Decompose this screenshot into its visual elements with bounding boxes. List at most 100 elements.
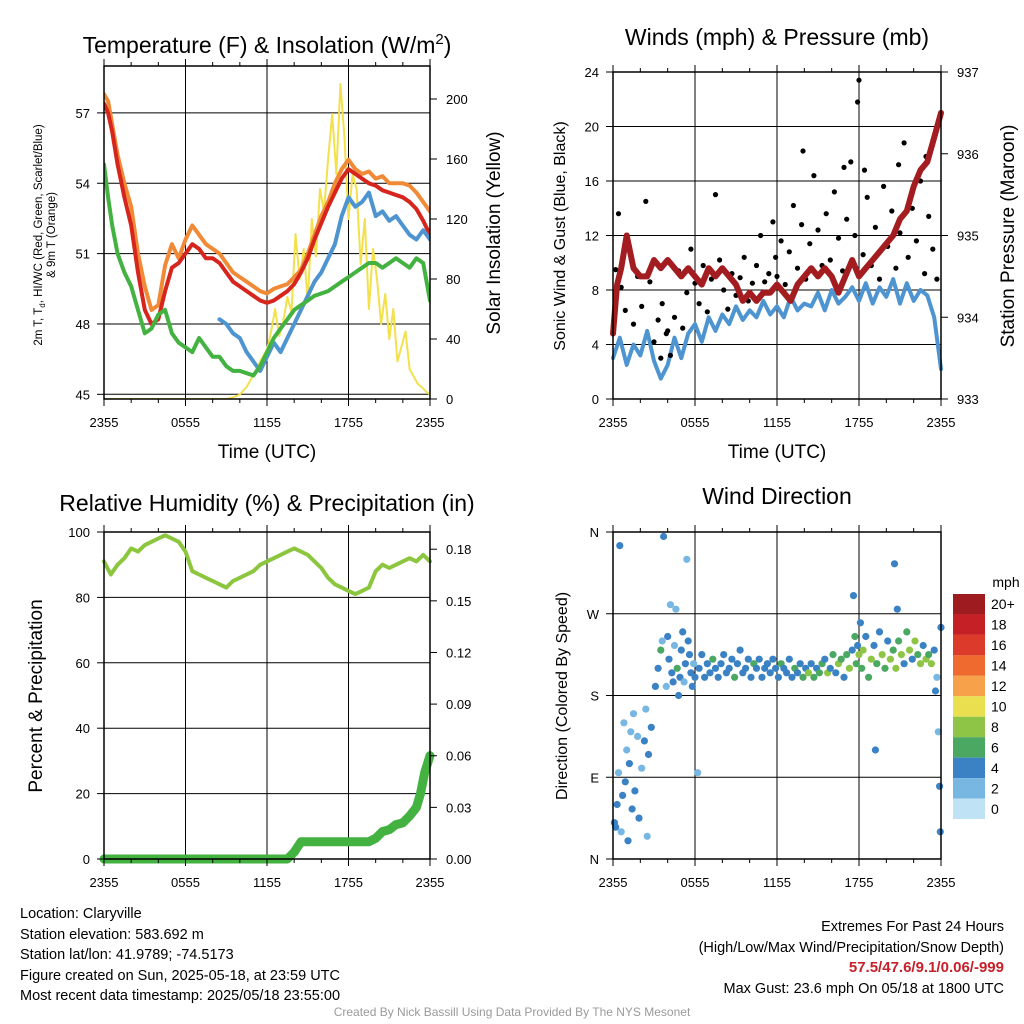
direction-point [679,628,687,636]
temp-xtick-label: 0555 [171,415,200,430]
winds-pressure-line [610,109,944,337]
colorbar-label: 8 [991,719,999,735]
direction-point [706,669,714,677]
direction-point [642,705,650,713]
direction-point [858,664,866,672]
direction-point [747,673,755,681]
temp-ylabel-line2: & 9m T (Orange) [46,192,58,278]
direction-point [908,655,916,663]
temp-hiwc-line [217,190,430,373]
gust-point [712,192,719,198]
direction-point [647,723,655,731]
gust-point [855,99,861,105]
colorbar-label: 2 [991,780,999,796]
direction-point [695,664,703,672]
temp-title: Temperature (F) & Insolation (W/m2) [83,31,452,58]
direction-point [703,660,711,668]
colorbar-swatch [953,634,985,656]
gust-point [658,355,664,361]
gust-point [934,276,940,282]
winds-xtick-label: 1755 [845,415,874,430]
gust-point [639,303,645,309]
direction-point [675,691,683,700]
direction-point [906,646,914,654]
direction-point [634,732,642,741]
gust-point [807,241,813,247]
direction-point [854,641,862,650]
direction-point [878,651,886,659]
winds-ytick-label: 8 [592,283,599,298]
gust-point [794,265,801,271]
gust-point [622,307,628,313]
wdir-ytick-label: N [590,525,599,540]
direction-point [701,673,709,681]
winds-title: Winds (mph) & Pressure (mb) [625,24,929,50]
direction-point [859,646,867,654]
colorbar-swatch [953,655,985,676]
gust-point [827,257,833,263]
direction-point [640,737,649,745]
direction-point [720,651,728,659]
direction-point [862,632,870,641]
direction-point [694,769,702,777]
winds-y2label: Station Pressure (Maroon) [998,125,1019,348]
gust-point [667,352,674,358]
rh-y2tick-label: 0.18 [446,542,471,557]
gust-point [881,183,887,189]
gust-point [782,281,788,288]
direction-point [672,605,680,613]
direction-point [871,746,880,754]
wdir-xtick-label: 1755 [845,875,874,890]
direction-point [931,687,940,695]
gust-point [852,232,858,239]
temp-xtick-label: 1755 [334,415,363,430]
gust-point [778,238,784,244]
gust-point [864,194,870,200]
gust-point [696,301,702,307]
gust-point [659,301,665,307]
colorbar-swatch [953,798,985,819]
wdir-ytick-label: E [590,770,599,785]
rh-ytick-label: 40 [76,721,90,736]
rh-ytick-label: 20 [76,787,90,802]
gust-point [665,328,671,334]
direction-point [680,678,688,686]
direction-point [643,832,651,840]
temp-y2tick-label: 80 [446,272,460,287]
direction-point [849,592,858,600]
colorbar-swatch [953,778,985,799]
winds-y2tick-label: 933 [957,392,979,407]
temp-ylabel-line1: 2m T, Td, HI/WC (Red, Green, Scarlet/Blu… [33,124,47,345]
direction-point [714,673,722,681]
direction-point [788,673,796,681]
credit-line: Created By Nick Bassill Using Data Provi… [333,1005,691,1019]
direction-point [916,660,925,668]
direction-point [933,673,941,681]
gust-point [647,279,653,285]
rh-ytick-label: 80 [76,590,90,605]
winds-y2tick-label: 934 [957,310,979,325]
winds-xtick-label: 1155 [763,415,791,430]
direction-point [832,669,840,677]
direction-point [623,746,631,754]
direction-point [843,651,851,659]
direction-point [644,750,653,759]
gust-point [800,148,806,154]
direction-point [845,664,854,672]
direction-point [870,641,878,650]
direction-point [886,655,895,663]
winds-xtick-label: 2355 [927,415,956,430]
gust-point [896,162,902,168]
direction-point [889,646,897,654]
direction-point [617,828,625,836]
rh-title: Relative Humidity (%) & Precipitation (i… [59,490,474,516]
temp-y2tick-label: 200 [446,92,468,107]
gust-point [753,262,760,269]
temp-xtick-label: 2355 [90,415,119,430]
direction-point [728,655,736,663]
rh-xtick-label: 0555 [171,875,200,890]
direction-point [654,664,662,672]
gust-point [762,279,768,285]
direction-point [665,655,673,663]
direction-point [936,782,944,790]
